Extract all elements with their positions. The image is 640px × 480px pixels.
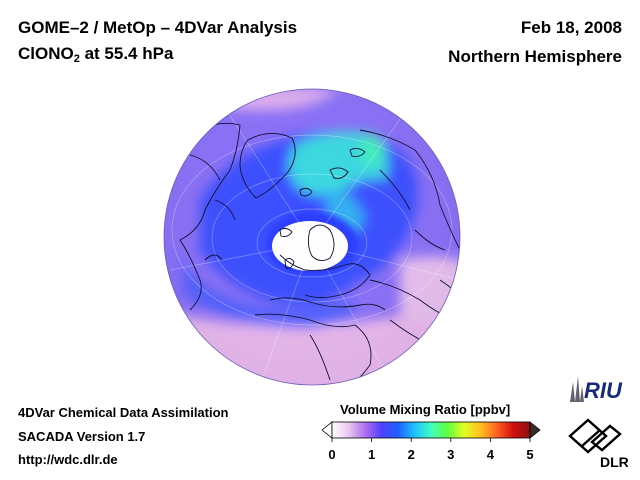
species-name: ClONO — [18, 44, 74, 63]
footer-url[interactable]: http://wdc.dlr.de — [18, 452, 118, 467]
species-subscript: 2 — [73, 53, 80, 65]
coast-africa — [254, 313, 372, 385]
coast-scandinavia — [307, 224, 335, 261]
riu-logo-text: RIU — [584, 378, 623, 403]
colorbar-tick-label: 2 — [408, 447, 415, 462]
analysis-date: Feb 18, 2008 — [520, 18, 622, 37]
colorbar-tick-label: 5 — [526, 447, 533, 462]
colorbar-under-arrow — [321, 421, 333, 439]
dlr-logo: DLR — [568, 418, 628, 470]
colorbar-title: Volume Mixing Ratio [ppbv] — [340, 402, 511, 417]
globe-outline — [163, 88, 461, 386]
coastlines — [179, 122, 460, 385]
coast-iceland-uk — [279, 227, 295, 269]
globe-map — [163, 88, 461, 386]
colorbar: 0 1 2 3 4 5 — [321, 421, 541, 462]
species-level: at 55.4 hPa — [79, 44, 174, 63]
dlr-logo-text: DLR — [600, 454, 628, 470]
colorbar-tick-label: 1 — [368, 447, 375, 462]
footer-line1: 4DVar Chemical Data Assimilation — [18, 405, 229, 420]
footer-line2: SACADA Version 1.7 — [18, 429, 146, 444]
coast-greenland — [239, 133, 296, 199]
map-title: GOME–2 / MetOp – 4DVar Analysis — [18, 18, 298, 37]
colorbar-tick-label: 0 — [328, 447, 335, 462]
colorbar-tick-label: 3 — [447, 447, 454, 462]
coast-europe — [279, 254, 371, 298]
riu-logo: RIU — [570, 376, 623, 403]
species-label: ClONO2 at 55.4 hPa — [18, 44, 173, 65]
coast-canada — [179, 122, 241, 241]
colorbar-ticks: 0 1 2 3 4 5 — [328, 438, 534, 462]
colorbar-over-arrow — [529, 421, 541, 439]
coast-arctic-islands — [299, 147, 366, 197]
colorbar-tick-label: 4 — [487, 447, 495, 462]
region-label: Northern Hemisphere — [448, 47, 622, 66]
coast-north-america — [179, 239, 223, 311]
colorbar-bar — [331, 421, 531, 439]
coast-siberia — [359, 129, 460, 251]
coast-mediterranean — [269, 297, 386, 311]
